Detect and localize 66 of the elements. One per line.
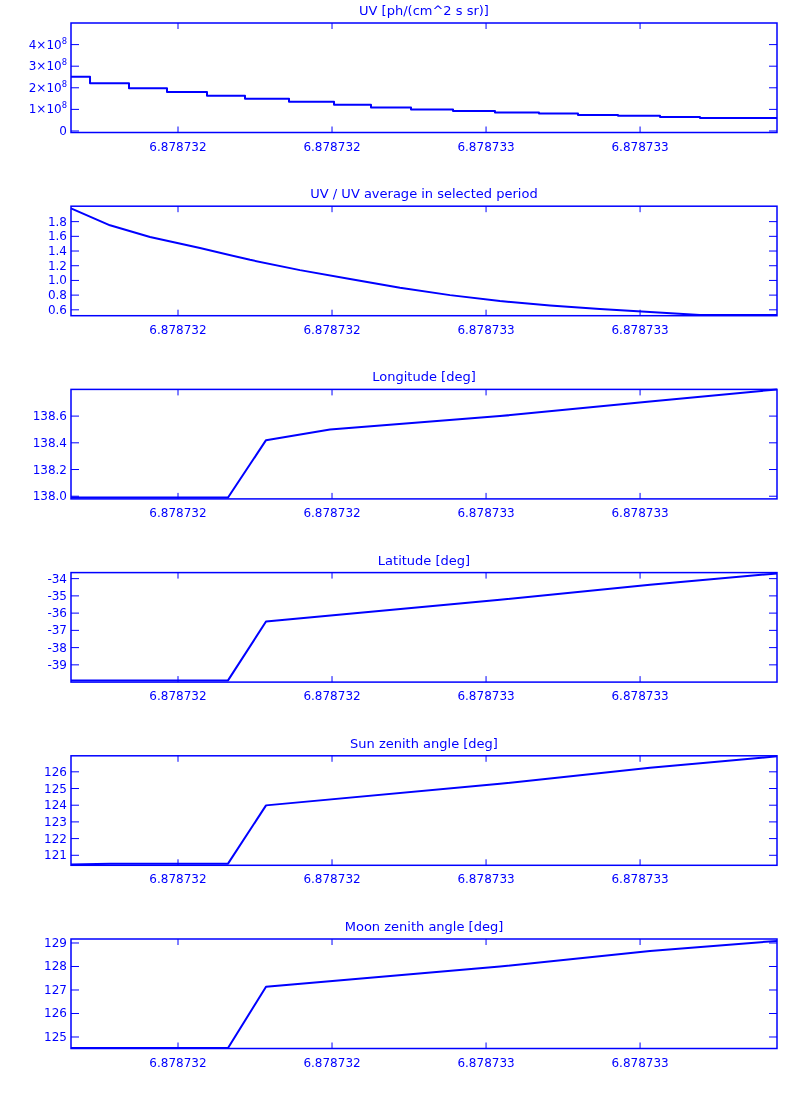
y-tick-label: -34: [47, 571, 67, 586]
y-tick-label: 4×10$^{8}$: [28, 35, 67, 52]
x-tick-label: 6.878733: [611, 139, 669, 154]
y-tick-label: 0: [59, 123, 67, 138]
x-tick-label: 6.878733: [611, 1055, 669, 1070]
line-series: [70, 755, 778, 866]
x-tick-label: 6.878732: [303, 872, 361, 887]
chart-title: Longitude [deg]: [372, 369, 476, 385]
x-tick-label: 6.878732: [149, 1055, 207, 1070]
y-tick-label: 1.2: [47, 258, 67, 273]
x-tick-label: 6.878733: [457, 872, 515, 887]
x-tick-label: 6.878732: [303, 505, 361, 520]
y-tick-label: -35: [47, 588, 67, 603]
x-tick-label: 6.878733: [611, 689, 669, 704]
y-tick-label: -38: [47, 640, 67, 655]
y-tick-label: 126: [44, 764, 67, 779]
x-tick-label: 6.878733: [457, 689, 515, 704]
y-tick-label: 1.0: [47, 273, 67, 288]
y-tick-label: 128: [44, 959, 67, 974]
x-tick-label: 6.878732: [303, 322, 361, 337]
y-tick-label: 1.6: [47, 229, 67, 244]
y-tick-label: -36: [47, 606, 67, 621]
y-tick-label: 122: [44, 831, 67, 846]
chart-title: UV / UV average in selected period: [310, 186, 538, 202]
y-tick-label: 138.2: [32, 462, 67, 477]
y-tick-label: 1.4: [47, 244, 67, 259]
line-series: [70, 207, 778, 316]
y-tick-label: 127: [44, 982, 67, 997]
y-tick-label: 2×10$^{8}$: [28, 78, 67, 95]
y-tick-label: 121: [44, 848, 67, 863]
x-tick-label: 6.878732: [149, 322, 207, 337]
y-tick-label: 124: [44, 798, 67, 813]
x-tick-label: 6.878732: [303, 689, 361, 704]
x-tick-label: 6.878733: [457, 139, 515, 154]
y-tick-label: 125: [44, 781, 67, 796]
y-tick-label: 129: [44, 935, 67, 950]
y-tick-label: 138.4: [32, 435, 67, 450]
chart-title: Sun zenith angle [deg]: [350, 735, 498, 751]
chart-title: Moon zenith angle [deg]: [344, 919, 504, 934]
x-tick-label: 6.878733: [457, 322, 515, 337]
x-tick-label: 6.878733: [457, 1055, 515, 1070]
y-tick-label: 138.6: [32, 409, 67, 424]
y-tick-label: 125: [44, 1029, 67, 1044]
y-tick-label: 138.0: [32, 489, 67, 504]
y-tick-label: 1×10$^{8}$: [28, 100, 67, 117]
y-tick-label: 3×10$^{8}$: [28, 57, 67, 74]
x-tick-label: 6.878733: [611, 505, 669, 520]
x-tick-label: 6.878732: [149, 689, 207, 704]
x-tick-label: 6.878732: [303, 139, 361, 154]
y-tick-label: 126: [44, 1006, 67, 1021]
x-tick-label: 6.878732: [149, 505, 207, 520]
x-tick-label: 6.878733: [457, 505, 515, 520]
x-tick-label: 6.878732: [149, 139, 207, 154]
y-tick-label: 1.8: [47, 214, 67, 229]
y-tick-label: -39: [47, 657, 67, 672]
y-tick-label: 0.6: [47, 302, 67, 317]
y-tick-label: -37: [47, 623, 67, 638]
x-tick-label: 6.878732: [149, 872, 207, 887]
x-tick-label: 6.878732: [303, 1055, 361, 1070]
y-tick-label: 0.8: [47, 288, 67, 303]
x-tick-label: 6.878733: [611, 322, 669, 337]
y-tick-label: 123: [44, 814, 67, 829]
x-tick-label: 6.878733: [611, 872, 669, 887]
chart-title: Latitude [deg]: [377, 552, 471, 568]
chart-title: UV [ph/(cm^2 s sr)]: [359, 3, 489, 18]
line-series: [70, 572, 778, 682]
